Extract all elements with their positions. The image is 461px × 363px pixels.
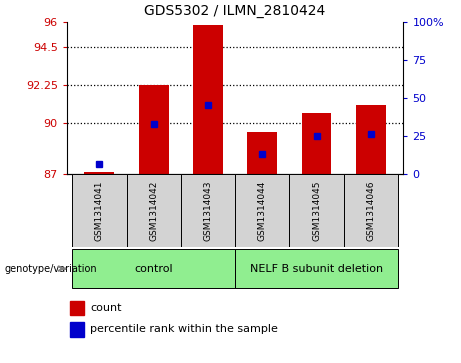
FancyBboxPatch shape xyxy=(181,174,235,247)
Bar xyxy=(356,105,386,174)
Text: GSM1314043: GSM1314043 xyxy=(203,180,213,241)
FancyBboxPatch shape xyxy=(127,174,181,247)
Bar xyxy=(70,301,84,315)
Text: count: count xyxy=(90,303,122,313)
Text: GSM1314044: GSM1314044 xyxy=(258,180,267,241)
Text: genotype/variation: genotype/variation xyxy=(5,264,97,274)
Text: control: control xyxy=(134,264,173,274)
Text: percentile rank within the sample: percentile rank within the sample xyxy=(90,325,278,334)
Text: GSM1314046: GSM1314046 xyxy=(366,180,375,241)
Bar xyxy=(193,25,223,174)
Text: GSM1314042: GSM1314042 xyxy=(149,180,158,241)
Bar xyxy=(84,172,114,174)
Text: GSM1314041: GSM1314041 xyxy=(95,180,104,241)
FancyBboxPatch shape xyxy=(290,174,343,247)
Text: GSM1314045: GSM1314045 xyxy=(312,180,321,241)
Bar xyxy=(70,322,84,337)
FancyBboxPatch shape xyxy=(235,174,290,247)
FancyBboxPatch shape xyxy=(343,174,398,247)
Bar xyxy=(301,113,331,174)
FancyBboxPatch shape xyxy=(72,174,127,247)
Title: GDS5302 / ILMN_2810424: GDS5302 / ILMN_2810424 xyxy=(144,4,326,18)
Bar xyxy=(247,132,277,174)
FancyBboxPatch shape xyxy=(72,249,235,288)
FancyBboxPatch shape xyxy=(235,249,398,288)
Text: NELF B subunit deletion: NELF B subunit deletion xyxy=(250,264,383,274)
Bar xyxy=(139,85,169,174)
